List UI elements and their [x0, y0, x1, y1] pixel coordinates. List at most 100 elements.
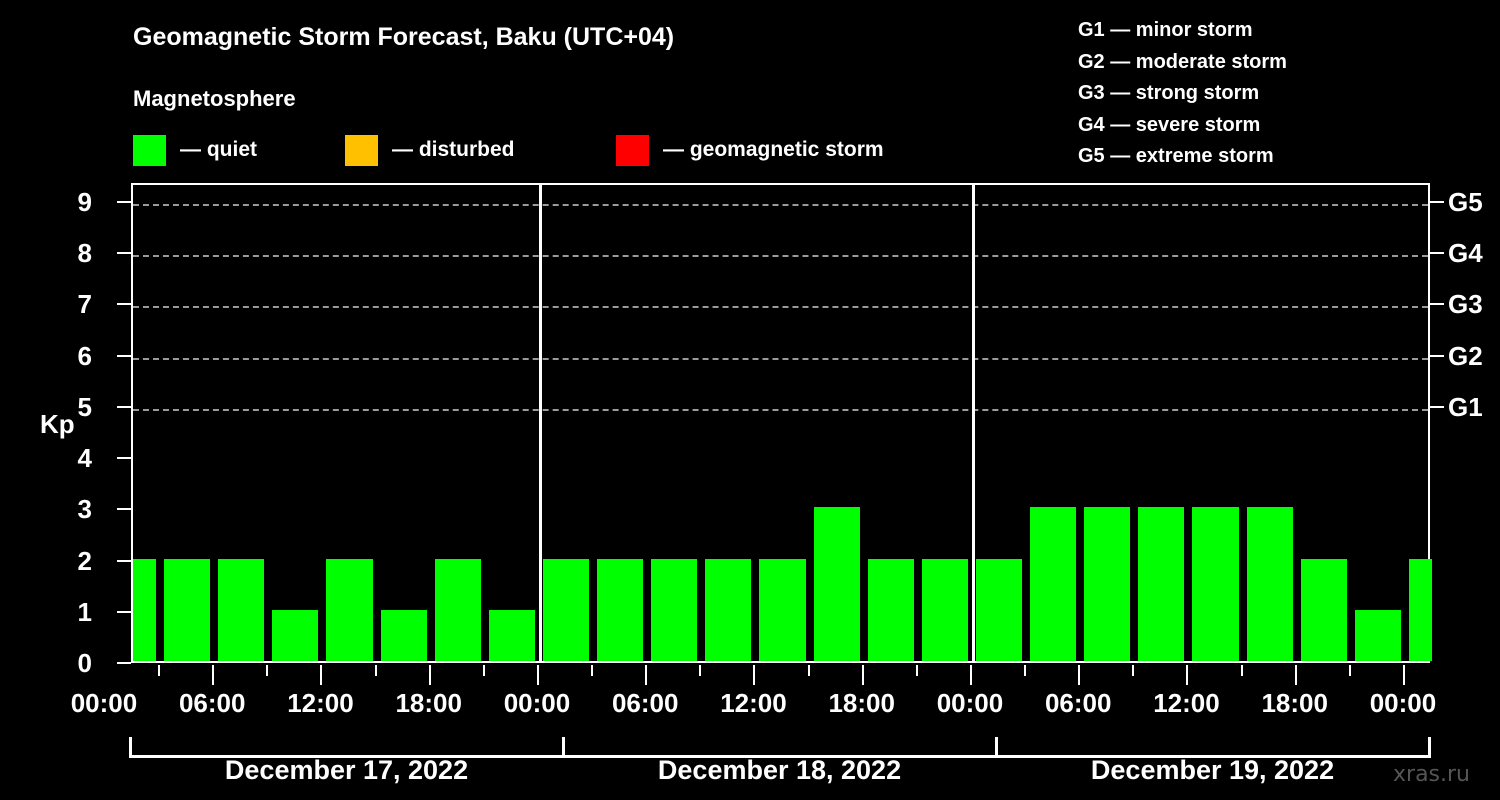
bar [434, 558, 481, 661]
x-tick-major [536, 665, 539, 685]
g-tick-mark-g1 [1430, 405, 1444, 408]
bar [218, 558, 265, 661]
day-divider [538, 185, 542, 661]
x-tick-major [969, 665, 972, 685]
y-tick-mark-7 [117, 303, 131, 306]
bar [1138, 507, 1185, 661]
bar [759, 558, 806, 661]
x-tick-minor [1348, 665, 1351, 676]
day-label: December 19, 2022 [1090, 755, 1335, 785]
day-bracket-line [996, 755, 1429, 758]
gridline-kp-5 [133, 408, 1428, 411]
bar [1354, 609, 1401, 661]
bar [651, 558, 698, 661]
x-tick-minor [266, 665, 269, 676]
bar [133, 558, 157, 661]
x-tick-major [212, 665, 215, 685]
chart-plot-area [131, 183, 1432, 663]
gridline-kp-7 [133, 306, 1428, 309]
x-tick-label: 12:00 [287, 688, 354, 718]
g-scale-row-g3: G3 — strong storm [1078, 82, 1260, 104]
g-scale-row-g1: G1 — minor storm [1078, 19, 1253, 41]
x-tick-major [1078, 665, 1081, 685]
y-tick-label-8: 8 [77, 238, 92, 269]
y-tick-label-5: 5 [77, 391, 92, 422]
y-tick-label-1: 1 [77, 596, 92, 627]
bar [1408, 558, 1432, 661]
x-tick-label: 06:00 [178, 688, 246, 718]
gridline-kp-6 [133, 357, 1428, 360]
g-tick-label-g5: G5 [1448, 187, 1483, 217]
day-bracket-end [562, 737, 565, 758]
bar [705, 558, 752, 661]
x-tick-minor [1132, 665, 1135, 676]
bar [1192, 507, 1239, 661]
legend-label-quiet: — quiet [180, 138, 257, 161]
x-tick-label: 00:00 [70, 688, 138, 718]
gridline-kp-9 [133, 204, 1428, 206]
day-brackets [0, 737, 1500, 759]
g-tick-label-g4: G4 [1448, 238, 1483, 269]
x-tick-minor [1240, 665, 1243, 676]
y-tick-mark-9 [117, 201, 131, 203]
y-tick-mark-2 [117, 559, 131, 562]
bar [867, 558, 914, 661]
x-tick-major [320, 665, 323, 685]
legend-swatch-geomagnetic-storm [616, 134, 649, 166]
bar [813, 507, 860, 661]
day-bracket-end [995, 737, 998, 758]
g-tick-mark-g2 [1430, 354, 1444, 357]
x-tick-minor [591, 665, 594, 676]
y-tick-mark-8 [117, 252, 131, 255]
legend-entry-disturbed: — disturbed [345, 133, 515, 167]
x-tick-minor [158, 665, 161, 676]
x-tick-major [1186, 665, 1189, 685]
x-tick-major [428, 665, 431, 685]
legend-label-disturbed: — disturbed [392, 138, 515, 161]
bar [1084, 507, 1131, 661]
bar [488, 609, 535, 661]
y-tick-label-6: 6 [77, 340, 92, 371]
day-bracket-end [1428, 737, 1431, 758]
y-tick-label-0: 0 [77, 648, 92, 678]
x-tick-label: 00:00 [503, 688, 571, 718]
x-tick-major [1294, 665, 1297, 685]
g-scale-legend: G1 — minor storm G2 — moderate storm G3 — … [1078, 15, 1287, 173]
day-bracket-line [130, 755, 563, 758]
x-tick-minor [1024, 665, 1027, 676]
bar [326, 558, 373, 661]
x-tick-label: 06:00 [1044, 688, 1112, 718]
x-tick-major [645, 665, 648, 685]
gridline-kp-8 [133, 255, 1428, 258]
g-scale-row-g5: G5 — extreme storm [1078, 145, 1274, 167]
y-tick-label-9: 9 [77, 187, 92, 217]
x-tick-minor [807, 665, 810, 676]
x-tick-minor [915, 665, 918, 676]
day-label: December 18, 2022 [657, 755, 902, 785]
bar [164, 558, 211, 661]
legend-swatch-disturbed [345, 134, 378, 166]
page-title: Geomagnetic Storm Forecast, Baku (UTC+04… [133, 23, 675, 51]
x-tick-label: 06:00 [611, 688, 679, 718]
day-label: December 17, 2022 [224, 755, 469, 785]
g-tick-mark-g5 [1430, 201, 1444, 203]
x-tick-label: 12:00 [1153, 688, 1220, 718]
legend-entry-quiet: — quiet [133, 133, 257, 167]
g-tick-mark-g4 [1430, 252, 1444, 255]
legend-label-geomagnetic-storm: — geomagnetic storm [663, 138, 884, 161]
y-tick-label-7: 7 [77, 289, 92, 320]
bar [380, 609, 427, 661]
y-tick-label-4: 4 [77, 443, 92, 474]
legend-entry-geomagnetic-storm: — geomagnetic storm [616, 133, 884, 167]
x-tick-major [861, 665, 864, 685]
chart-plot-inner [133, 185, 1432, 661]
y-axis-title: Kp [40, 409, 75, 439]
y-tick-mark-3 [117, 508, 131, 511]
x-tick-minor [374, 665, 377, 676]
day-bracket-end [129, 737, 132, 758]
bar [1300, 558, 1347, 661]
x-tick-minor [699, 665, 702, 676]
x-tick-major [1402, 665, 1405, 685]
x-tick-label: 00:00 [936, 688, 1004, 718]
day-bracket-line [563, 755, 996, 758]
